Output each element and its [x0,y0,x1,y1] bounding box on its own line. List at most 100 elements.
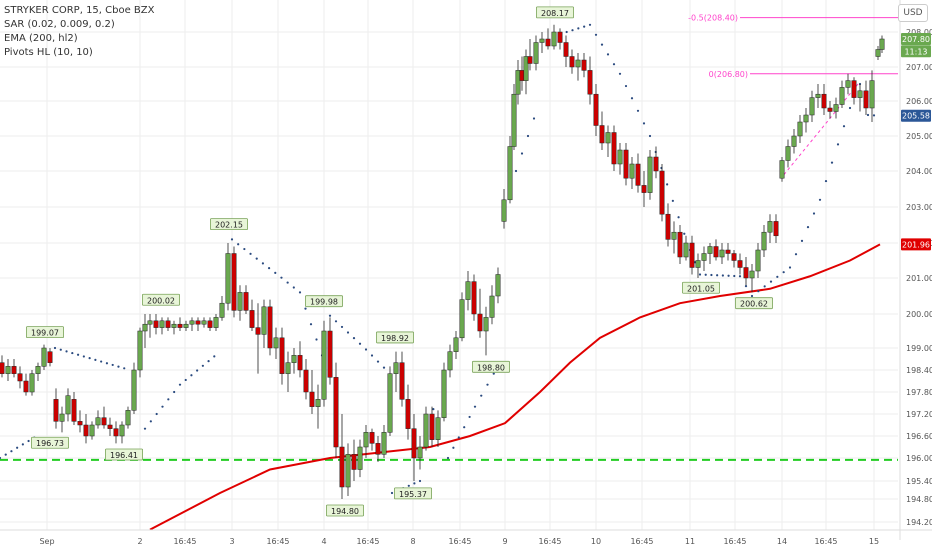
sar-dot [190,374,193,377]
fib-level-label: 0(206.80) [709,70,748,79]
sar-dot [286,281,289,284]
candle-body [177,323,183,328]
sar-dot [292,286,295,289]
candle-body [719,249,725,258]
sar-dot [94,358,97,361]
sar-dot [666,183,669,186]
candle-body [231,253,237,311]
legend-symbol[interactable]: STRYKER CORP, 15, Cboe BZX [4,5,155,16]
sar-dot [872,114,876,117]
candles[interactable] [0,24,885,499]
candle-body [695,260,701,268]
candle-body [533,42,539,64]
pivot-high-label-box [375,331,414,344]
candle-body [737,260,743,268]
candle-body [333,377,339,448]
pivot-low-label: 198.80 [477,363,505,372]
pivot-high-label-box [209,218,248,231]
price-tick-label: 208.00 [906,28,932,37]
time-tick-label: Sep [39,537,54,546]
price-badge-label: 205.58 [902,112,930,121]
candle-body [725,249,731,254]
legend-sar[interactable]: SAR (0.02, 0.009, 0.2) [4,19,115,30]
candle-body [833,104,839,112]
pivot-high-label: 199.98 [310,298,338,307]
candle-body [483,317,489,332]
candle-body [363,432,369,448]
sar-dot [618,72,622,75]
sar-dot [486,383,489,386]
sar-dot [0,456,2,460]
candle-body [357,446,363,470]
sar-dot [88,357,91,360]
candle-body [369,432,375,444]
price-tick-label: 204.00 [906,167,932,176]
sar-dot [520,152,524,155]
time-tick-label: 10 [591,537,601,546]
pivot-low-label-box [30,436,70,449]
time-tick-label: 2 [137,537,142,546]
legend-pivots[interactable]: Pivots HL (10, 10) [4,47,93,58]
time-axis[interactable]: Sep 2 16:45 3 16:45 4 16:45 8 16:45 9 16:45 10 16:45… [0,529,932,546]
pivot-labels: 199.07 200.02 202.15 199.98 198.92 208.17 196.… [25,6,774,517]
candle-body [171,323,177,328]
sar-dot [514,169,518,173]
sar-dot [315,338,318,341]
sar-dot [334,320,338,323]
pivot-low-label-box [735,297,774,310]
sar-dot [10,450,13,453]
sar-dot [149,420,152,423]
sar-dot [117,365,120,368]
sar-dot [452,446,455,449]
candle-body [119,424,125,437]
sar-dot [600,43,604,46]
candle-body [477,313,483,332]
pivot-low-label: 195.37 [399,490,427,499]
legend-ema[interactable]: EMA (200, hl2) [4,33,78,44]
candle-body [279,337,285,374]
time-tick-label: 16:45 [448,537,471,546]
price-tick-label: 195.40 [906,477,932,486]
pivot-low-label: 194.80 [331,507,359,516]
candle-body [523,56,529,81]
sar-dot [274,271,277,275]
sar-dot [480,394,483,397]
price-tick-label: 200.00 [906,310,932,319]
candle-body [629,163,635,179]
sar-dot [123,367,126,370]
sar-dot [21,443,24,446]
candle-body [803,114,809,123]
candle-body [755,249,761,272]
candle-body [159,320,165,328]
sar-dot [370,354,374,357]
candle-body [623,149,629,179]
sar-dot [836,143,840,146]
candle-body [495,274,501,297]
currency-button[interactable]: USD [898,4,928,22]
sar-dot [243,247,246,251]
sar-dot [382,366,386,369]
sar-dot [727,274,730,277]
pivot-low-label: 201.05 [687,284,715,293]
candle-body [125,410,131,426]
pivot-high-label-box [25,326,65,339]
candle-body [17,373,23,382]
price-tick-label: 194.80 [906,495,932,504]
sar-dot [432,408,435,411]
sar-dot [196,369,199,372]
candle-body [821,93,827,109]
candle-body [195,320,201,325]
candle-body [11,366,17,374]
candle-body [297,355,303,371]
sar-dot [594,33,598,36]
candle-body [285,362,291,374]
candle-body [441,369,447,418]
sar-dot [255,257,258,260]
candle-body [677,231,683,258]
pivot-low-label-box [105,448,144,461]
candle-body [511,93,517,147]
sar-dot [565,30,568,34]
sar-dot [82,355,85,358]
